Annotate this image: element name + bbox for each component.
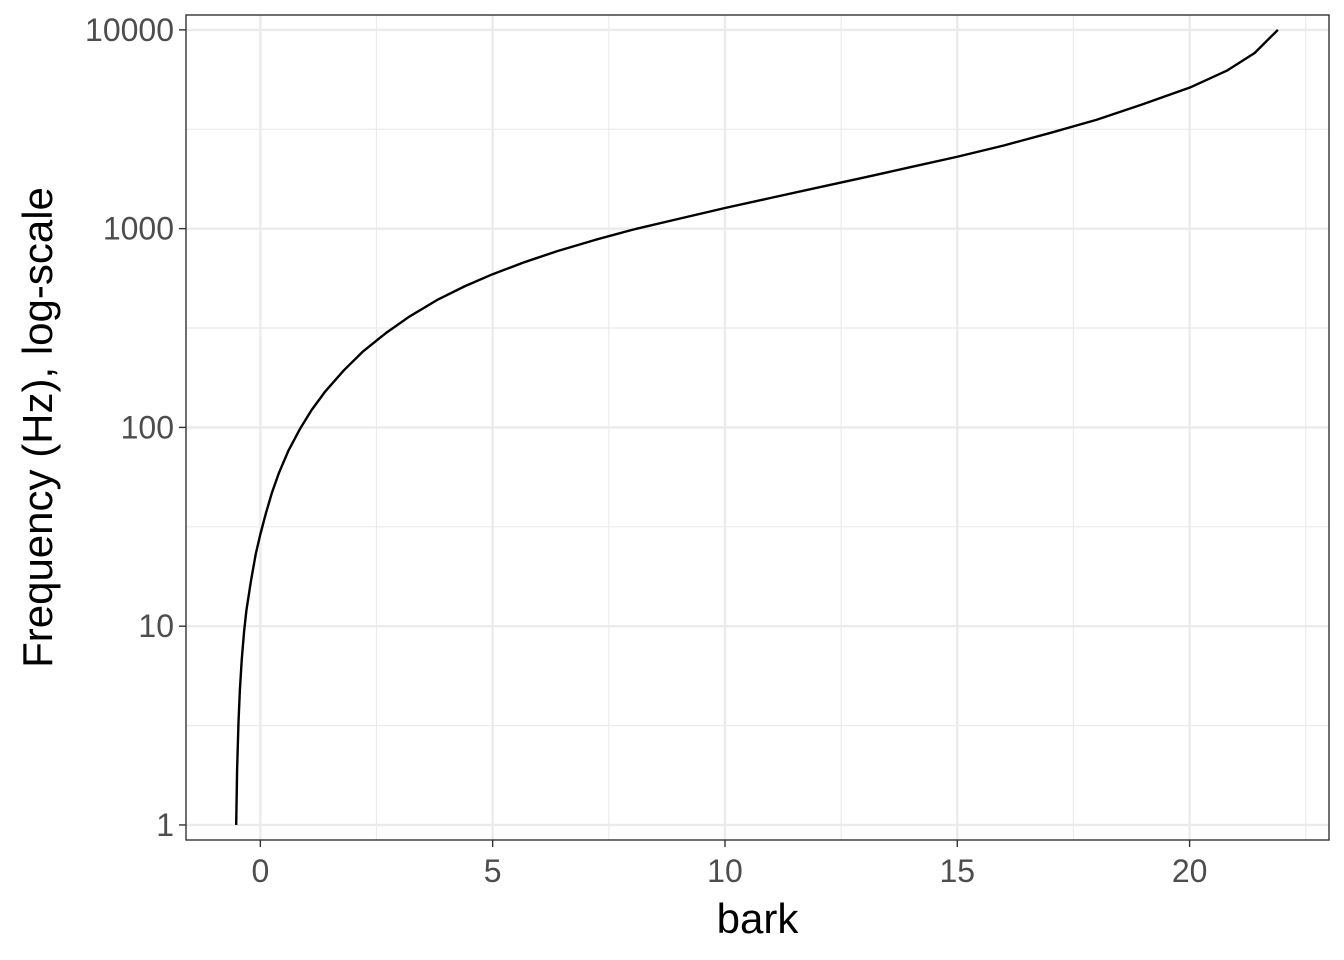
major-gridlines — [186, 15, 1329, 840]
y-tick-label: 1 — [156, 807, 174, 843]
x-tick-label: 0 — [251, 853, 269, 889]
y-tick-label: 10000 — [85, 12, 174, 48]
y-axis: 1 10 100 1000 10000 — [85, 12, 186, 843]
x-tick-label: 10 — [707, 853, 743, 889]
y-tick-label: 10 — [138, 608, 174, 644]
y-tick-label: 1000 — [103, 211, 174, 247]
series-layer — [234, 29, 1279, 825]
x-axis-title: bark — [717, 895, 800, 942]
x-tick-label: 20 — [1172, 853, 1208, 889]
x-tick-label: 15 — [939, 853, 975, 889]
x-tick-label: 5 — [484, 853, 502, 889]
x-axis: 0 5 10 15 20 — [251, 840, 1207, 889]
y-axis-title: Frequency (Hz), log-scale — [14, 187, 61, 668]
series-line — [234, 29, 1279, 825]
y-tick-label: 100 — [121, 409, 174, 445]
